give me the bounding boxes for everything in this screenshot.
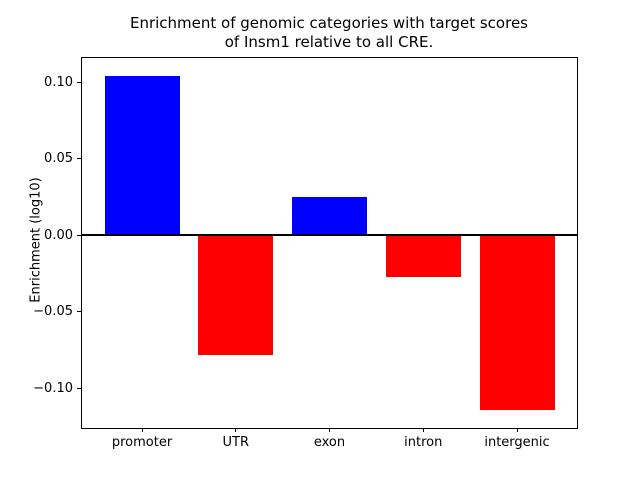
x-tick-mark <box>235 428 237 432</box>
x-tick-label-promoter: promoter <box>111 435 173 450</box>
bar-promoter <box>104 76 180 236</box>
x-tick-label-intergenic: intergenic <box>484 435 550 450</box>
y-tick-mark <box>77 81 81 83</box>
y-tick-label: 0.05 <box>44 151 73 167</box>
y-tick-label: 0.00 <box>44 227 73 243</box>
x-tick-label-exon: exon <box>313 435 346 450</box>
chart-title: Enrichment of genomic categories with ta… <box>81 14 577 52</box>
bar-intron <box>385 235 461 277</box>
y-tick-mark <box>77 234 81 236</box>
bar-UTR <box>198 235 274 355</box>
x-tick-label-UTR: UTR <box>222 435 250 450</box>
bar-exon <box>292 197 367 236</box>
bar-intergenic <box>479 235 555 410</box>
x-tick-mark <box>422 428 424 432</box>
y-tick-label: 0.10 <box>44 74 73 90</box>
x-tick-mark <box>516 428 518 432</box>
y-tick-label: −0.10 <box>33 380 73 396</box>
y-tick-mark <box>77 311 81 313</box>
chart-title-line1: Enrichment of genomic categories with ta… <box>129 14 528 32</box>
chart-title-line2: of Insm1 relative to all CRE. <box>224 33 434 51</box>
x-tick-label-intron: intron <box>404 435 443 450</box>
x-tick-mark <box>141 428 143 432</box>
zero-line <box>82 234 577 237</box>
y-tick-mark <box>77 387 81 389</box>
y-axis-label: Enrichment (log10) <box>28 177 44 303</box>
y-tick-mark <box>77 158 81 160</box>
x-tick-mark <box>329 428 330 432</box>
y-tick-label: −0.05 <box>33 304 73 320</box>
plot-area: 0.10 0.05 0.00 −0.05 −0.10 promoter UTR exon int… <box>33 57 578 450</box>
